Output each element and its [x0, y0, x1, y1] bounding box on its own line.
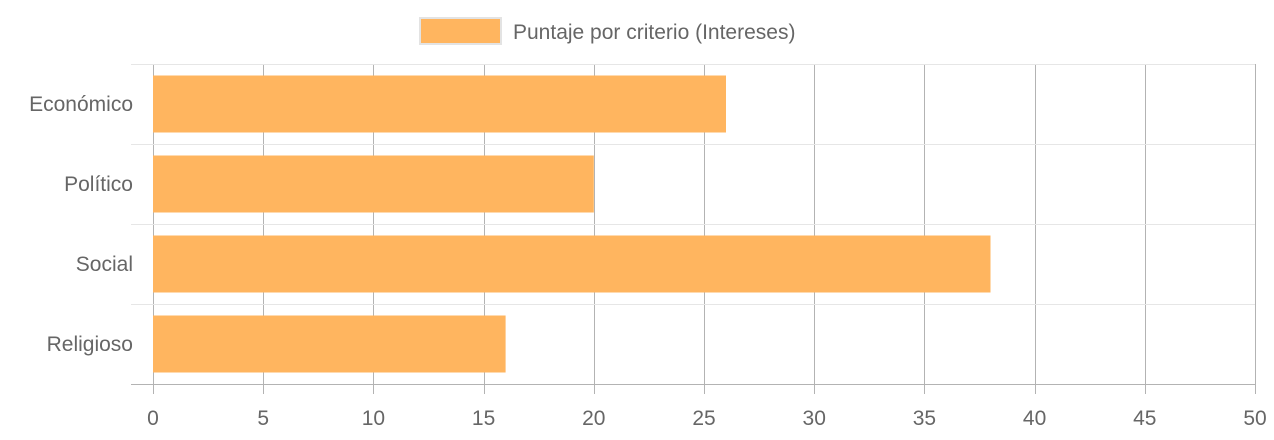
legend-swatch[interactable]	[419, 17, 502, 45]
y-tick-label: Social	[76, 253, 133, 276]
bar[interactable]	[153, 315, 506, 373]
y-tick-label: Político	[64, 173, 133, 196]
bars	[153, 75, 991, 373]
x-tick-label: 10	[362, 407, 385, 430]
x-tick-label: 45	[1133, 407, 1156, 430]
x-tick-label: 15	[472, 407, 495, 430]
x-tick-label: 40	[1023, 407, 1046, 430]
bar[interactable]	[153, 155, 594, 213]
x-tick-label: 0	[147, 407, 159, 430]
legend[interactable]: Puntaje por criterio (Intereses)	[419, 17, 795, 45]
y-axis-labels: Económico Político Social Religioso	[29, 93, 133, 356]
x-tick-label: 25	[692, 407, 715, 430]
y-tick-label: Religioso	[47, 333, 133, 356]
bar[interactable]	[153, 235, 991, 293]
x-tick-label: 35	[913, 407, 936, 430]
x-tick-label: 30	[803, 407, 826, 430]
x-tick-label: 20	[582, 407, 605, 430]
x-tick-label: 50	[1243, 407, 1266, 430]
bar[interactable]	[153, 75, 726, 133]
legend-label[interactable]: Puntaje por criterio (Intereses)	[513, 21, 795, 44]
x-tick-label: 5	[257, 407, 269, 430]
y-tick-label: Económico	[29, 93, 133, 116]
x-axis-labels: 0 5 10 15 20 25 30 35 40 45 50	[147, 407, 1267, 430]
